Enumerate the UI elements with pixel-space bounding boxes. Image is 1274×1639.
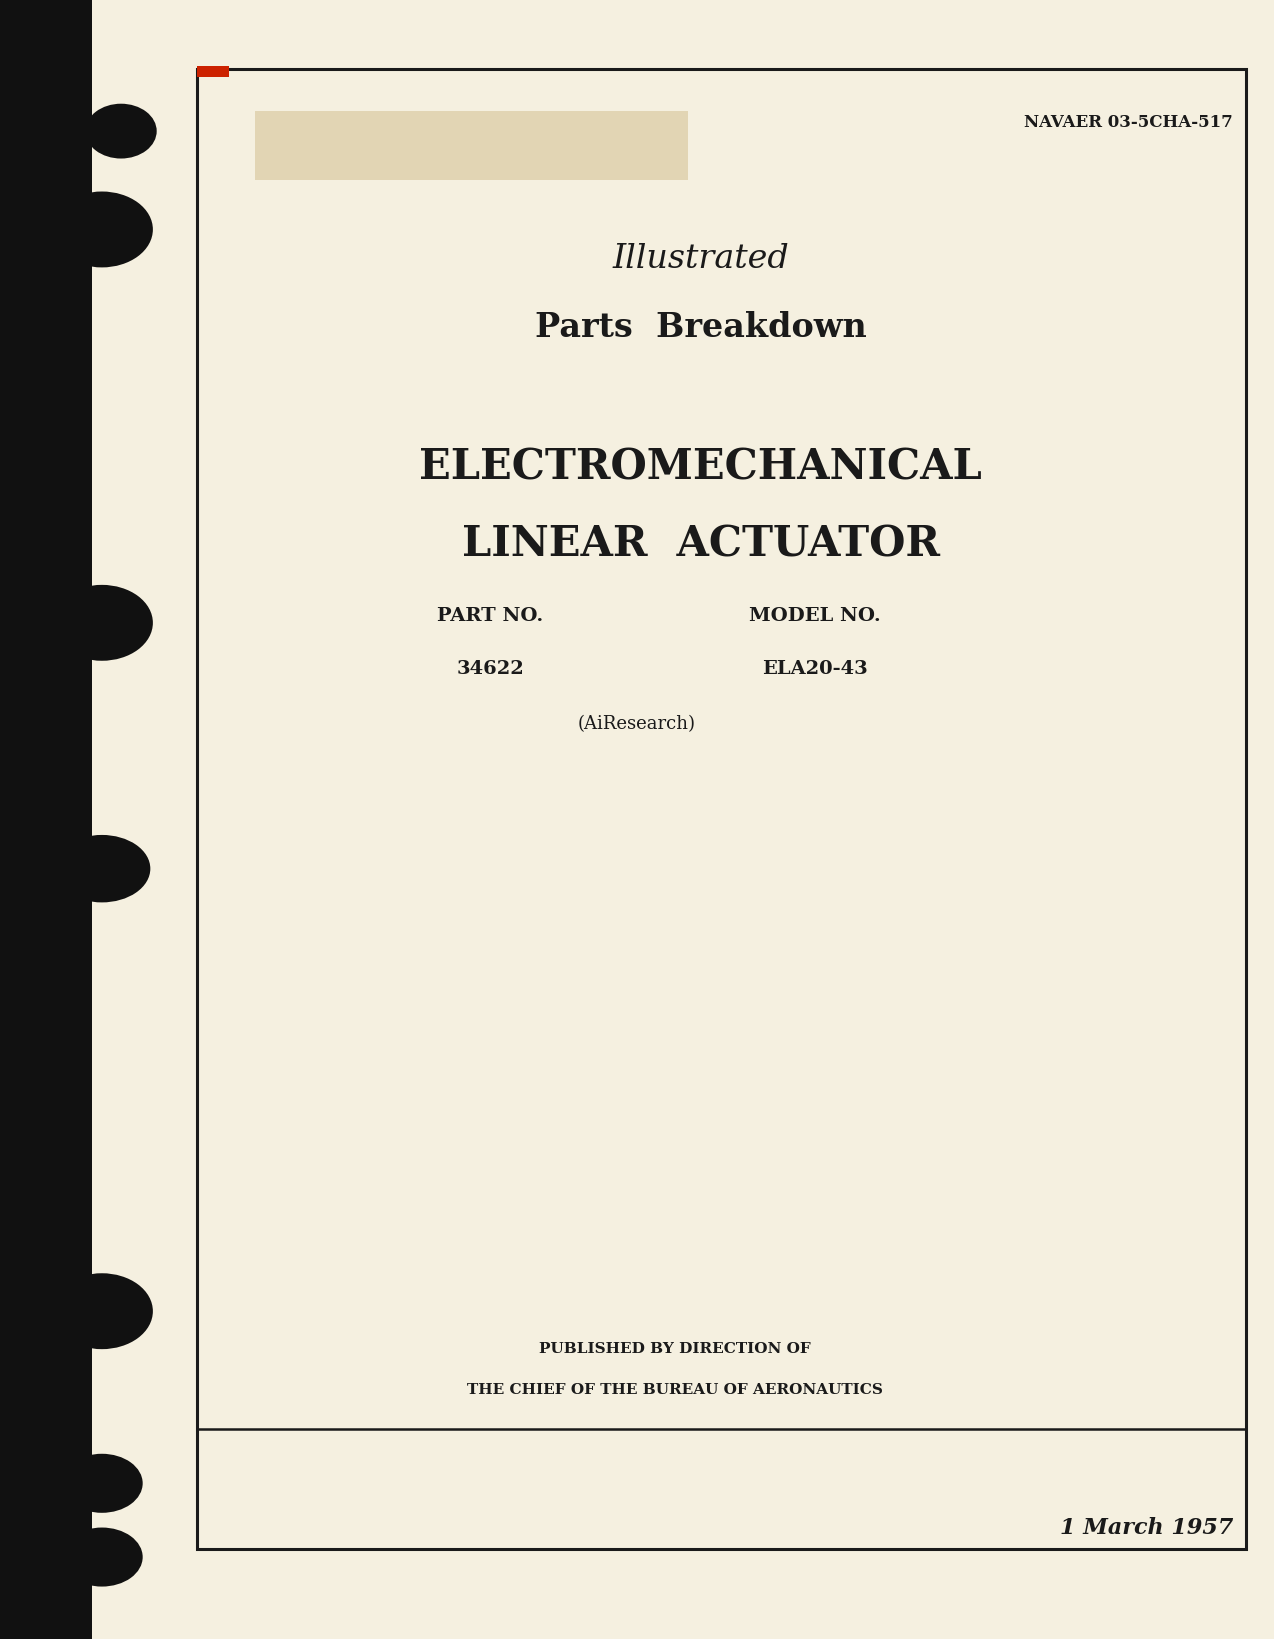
Ellipse shape	[51, 192, 153, 267]
Text: LINEAR  ACTUATOR: LINEAR ACTUATOR	[461, 523, 940, 565]
Text: PUBLISHED BY DIRECTION OF: PUBLISHED BY DIRECTION OF	[539, 1342, 812, 1355]
Text: 1 March 1957: 1 March 1957	[1060, 1516, 1233, 1539]
Text: MODEL NO.: MODEL NO.	[749, 608, 882, 624]
Text: Illustrated: Illustrated	[613, 243, 789, 275]
Bar	[197, 69, 1246, 1549]
Text: 34622: 34622	[456, 661, 525, 677]
Text: NAVAER 03-5CHA-517: NAVAER 03-5CHA-517	[1024, 115, 1233, 131]
Ellipse shape	[51, 585, 153, 661]
Ellipse shape	[61, 1454, 143, 1513]
Text: ELA20-43: ELA20-43	[762, 661, 869, 677]
Bar	[197, 66, 229, 77]
Text: PART NO.: PART NO.	[437, 608, 544, 624]
Text: (AiResearch): (AiResearch)	[578, 716, 696, 733]
Text: THE CHIEF OF THE BUREAU OF AERONAUTICS: THE CHIEF OF THE BUREAU OF AERONAUTICS	[468, 1383, 883, 1396]
Text: Parts  Breakdown: Parts Breakdown	[535, 311, 866, 344]
Text: ELECTROMECHANICAL: ELECTROMECHANICAL	[419, 446, 982, 488]
Ellipse shape	[85, 103, 157, 159]
Ellipse shape	[61, 1528, 143, 1587]
Ellipse shape	[54, 834, 150, 903]
Ellipse shape	[51, 1274, 153, 1349]
Bar	[0, 0, 92, 1639]
Bar	[255, 111, 688, 180]
